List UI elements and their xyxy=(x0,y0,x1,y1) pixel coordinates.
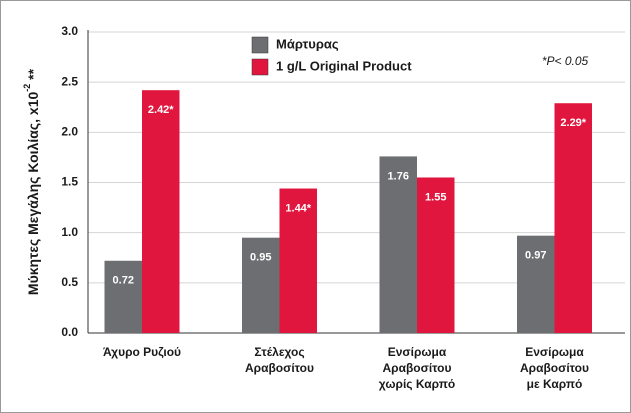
value-label: 1.44* xyxy=(285,202,311,214)
x-tick-line: Ενσίρωμα xyxy=(525,345,584,359)
bar xyxy=(104,260,142,333)
x-tick-line: με Καρπό xyxy=(527,377,583,391)
value-label: 0.95 xyxy=(250,252,271,264)
x-tick-line: Άχυρο Ρυζιού xyxy=(103,345,181,359)
y-label-main: Μύκητες Μεγάλης Κοιλίας, x10 xyxy=(25,92,41,296)
x-tick-label: Στέλεχος Αραβοσίτου xyxy=(245,345,314,375)
value-label: 1.55 xyxy=(425,191,446,203)
value-label: 2.42* xyxy=(148,104,174,116)
y-label-suffix: ** xyxy=(25,68,41,83)
value-label: 1.76 xyxy=(388,170,409,182)
bar xyxy=(554,103,592,333)
legend-swatch xyxy=(251,36,269,54)
y-tick-label: 3.0 xyxy=(61,24,78,38)
x-tick-line: Ενσίρωμα xyxy=(388,345,447,359)
bar xyxy=(279,188,317,333)
legend-label: Μάρτυρας xyxy=(276,36,339,51)
x-tick-line: Αραβοσίτου xyxy=(245,361,314,375)
value-label: 2.29* xyxy=(560,117,586,129)
x-tick-label: Ενσίρωμα Αραβοσίτου χωρίς Καρπό xyxy=(379,345,456,391)
bar xyxy=(142,90,180,334)
y-tick-label: 0.5 xyxy=(61,275,78,289)
x-tick-label: Ενσίρωμα Αραβοσίτου με Καρπό xyxy=(520,345,589,391)
bar xyxy=(417,177,455,333)
x-tick-line: Αραβοσίτου xyxy=(383,361,452,375)
legend-label: 1 g/L Original Product xyxy=(276,58,412,73)
x-tick-line: χωρίς Καρπό xyxy=(379,377,456,391)
y-tick-label: 2.5 xyxy=(61,74,78,88)
bar xyxy=(517,235,555,333)
y-tick-label: 1.0 xyxy=(61,225,78,239)
annotation: *P< 0.05 xyxy=(542,54,589,68)
y-axis-label: Μύκητες Μεγάλης Κοιλίας, x10-2 ** xyxy=(22,68,40,295)
y-tick-label: 2.0 xyxy=(61,125,78,139)
y-tick-label: 0.0 xyxy=(61,325,78,339)
bar xyxy=(379,156,417,333)
value-label: 0.72 xyxy=(113,275,134,287)
y-label-sup: -2 xyxy=(22,84,32,92)
bar xyxy=(242,237,280,333)
x-tick-line: Στέλεχος xyxy=(254,345,304,359)
x-tick-line: Αραβοσίτου xyxy=(520,361,589,375)
y-tick-label: 1.5 xyxy=(61,175,78,189)
value-label: 0.97 xyxy=(525,250,546,262)
legend-swatch xyxy=(251,58,269,76)
x-tick-label: Άχυρο Ρυζιού xyxy=(103,345,181,359)
